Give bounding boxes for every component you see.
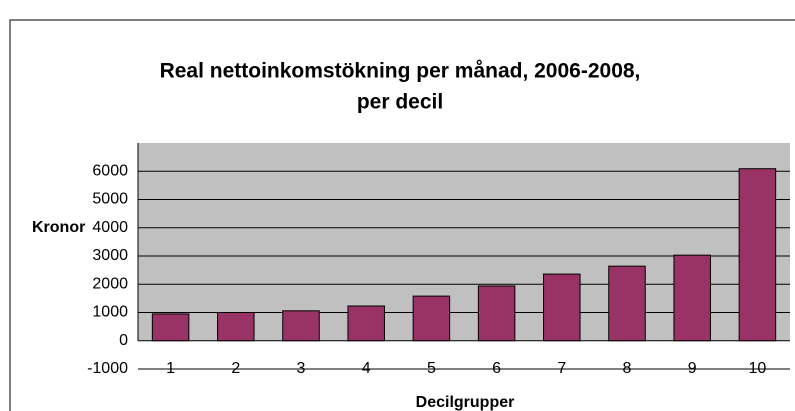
y-tick-label: 1000 [92,304,128,321]
chart-title: per decil [357,91,443,114]
x-tick-label: 5 [427,360,436,377]
x-tick-label: 2 [231,360,240,377]
x-axis-title: Decilgrupper [416,394,515,411]
x-tick-label: 1 [166,360,175,377]
bar [608,265,646,342]
y-tick-label: 4000 [92,219,128,236]
bar [543,273,581,342]
x-tick-label: 3 [297,360,306,377]
bar [477,285,516,342]
y-tick-label: -1000 [87,360,128,377]
x-tick-label: 9 [688,360,697,377]
y-tick-label: 2000 [92,275,128,292]
y-tick-label: 0 [119,332,128,349]
bar [347,305,385,342]
x-tick-label: 6 [492,360,501,377]
x-tick-label: 4 [362,360,371,377]
bar [738,168,777,342]
y-axis-title: Kronor [32,219,85,236]
bar [217,312,255,342]
x-tick-label: 10 [749,360,767,377]
x-tick-label: 7 [557,360,566,377]
bar [151,313,190,342]
y-tick-label: 5000 [92,191,128,208]
y-tick-label: 6000 [92,162,128,179]
y-tick-label: 3000 [92,247,128,264]
bar [412,295,451,342]
bar [282,310,320,342]
bar [673,254,711,342]
chart-title: Real nettoinkomstökning per månad, 2006-… [160,60,641,83]
x-tick-label: 8 [623,360,632,377]
